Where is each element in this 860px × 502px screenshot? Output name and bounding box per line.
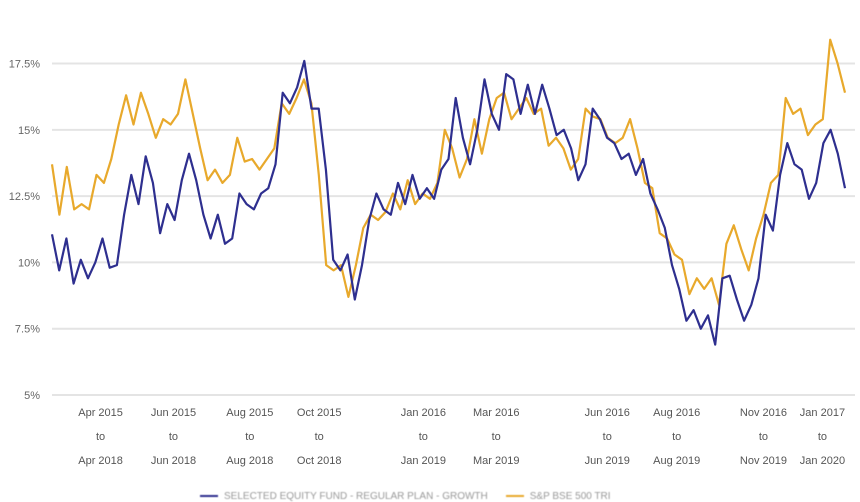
- x-tick-label: Jun 2018: [151, 455, 196, 467]
- x-axis: Apr 2015 to Apr 2018 Jun 2015 to Jun 2018 Aug …: [78, 407, 845, 467]
- x-tick-label: Aug 2019: [653, 455, 700, 467]
- x-tick-label: Jun 2015: [151, 407, 196, 419]
- x-tick-label: to: [603, 431, 612, 443]
- x-tick-label: Jun 2016: [585, 407, 630, 419]
- x-tick-label: Apr 2018: [78, 455, 123, 467]
- x-tick-label: Mar 2019: [473, 455, 519, 467]
- y-tick-label: 15%: [18, 125, 40, 137]
- series-lines: [50, 38, 847, 346]
- benchmark-series-line: [50, 38, 847, 306]
- x-tick-label: to: [245, 431, 254, 443]
- x-tick-label: Aug 2018: [226, 455, 273, 467]
- legend-item-benchmark[interactable]: S&P BSE 500 TRI: [505, 491, 611, 502]
- x-tick-label: to: [315, 431, 324, 443]
- y-tick-label: 10%: [18, 257, 40, 269]
- y-tick-label: 12.5%: [9, 191, 40, 203]
- x-tick-label: Jun 2019: [585, 455, 630, 467]
- x-tick-label: to: [169, 431, 178, 443]
- legend-label-benchmark: S&P BSE 500 TRI: [529, 491, 611, 502]
- legend-swatch-fund: [200, 495, 218, 498]
- gridlines: [52, 62, 855, 396]
- x-tick-label: Jan 2020: [800, 455, 845, 467]
- y-axis: 5% 7.5% 10% 12.5% 15% 17.5%: [9, 59, 40, 402]
- x-tick-label: to: [419, 431, 428, 443]
- x-tick-label: Jan 2016: [401, 407, 446, 419]
- x-tick-label: to: [759, 431, 768, 443]
- x-tick-label: Aug 2016: [653, 407, 700, 419]
- x-tick-label: to: [492, 431, 501, 443]
- x-tick-label: Mar 2016: [473, 407, 519, 419]
- fund-series-line: [50, 59, 847, 346]
- legend-item-fund[interactable]: SELECTED EQUITY FUND - REGULAR PLAN - GR…: [200, 491, 488, 502]
- x-tick-label: Oct 2018: [297, 455, 342, 467]
- y-tick-label: 17.5%: [9, 59, 40, 71]
- legend-label-fund: SELECTED EQUITY FUND - REGULAR PLAN - GR…: [224, 491, 488, 502]
- x-tick-label: to: [96, 431, 105, 443]
- y-tick-label: 7.5%: [15, 324, 40, 336]
- y-tick-label: 5%: [24, 390, 40, 402]
- x-tick-label: Aug 2015: [226, 407, 273, 419]
- x-tick-label: Oct 2015: [297, 407, 342, 419]
- x-tick-label: Jan 2017: [800, 407, 845, 419]
- x-tick-label: Nov 2016: [740, 407, 787, 419]
- x-tick-label: to: [818, 431, 827, 443]
- x-tick-label: Nov 2019: [740, 455, 787, 467]
- x-tick-label: Apr 2015: [78, 407, 123, 419]
- x-tick-label: to: [672, 431, 681, 443]
- legend-swatch-benchmark: [505, 495, 524, 498]
- x-tick-label: Jan 2019: [401, 455, 446, 467]
- legend: SELECTED EQUITY FUND - REGULAR PLAN - GR…: [200, 491, 611, 502]
